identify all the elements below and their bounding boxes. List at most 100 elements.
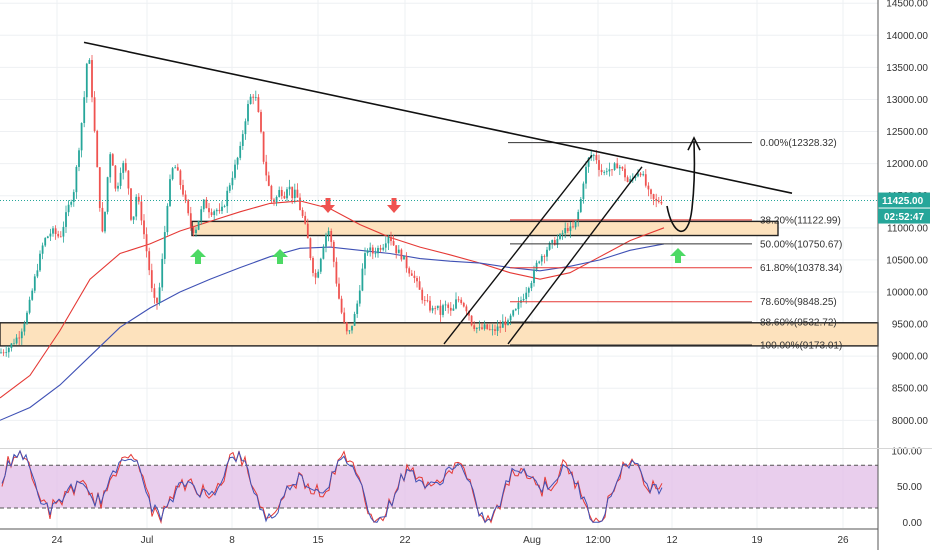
candle[interactable] [317,269,320,279]
candle[interactable] [507,318,509,326]
candle[interactable] [579,196,582,214]
candle[interactable] [111,153,114,166]
candle[interactable] [358,285,361,307]
candle[interactable] [322,244,325,260]
candle[interactable] [356,300,359,318]
candle[interactable] [270,184,273,203]
candle[interactable] [296,183,299,198]
candle[interactable] [299,193,301,211]
candle[interactable] [655,193,658,208]
candle[interactable] [150,263,153,293]
candle[interactable] [374,247,377,258]
candle[interactable] [527,286,530,298]
candle[interactable] [93,91,96,133]
candle[interactable] [582,181,585,204]
candle[interactable] [509,313,512,326]
candle[interactable] [543,254,546,264]
candle[interactable] [280,186,283,200]
candle[interactable] [67,200,70,217]
candle[interactable] [319,257,322,275]
candle[interactable] [530,280,533,292]
candle[interactable] [0,348,2,354]
candle[interactable] [236,156,239,170]
candle[interactable] [514,308,517,312]
candle[interactable] [197,220,200,231]
candle[interactable] [231,171,234,190]
candle[interactable] [39,250,41,273]
candle[interactable] [535,260,538,272]
candle[interactable] [62,221,65,243]
candle[interactable] [465,304,468,315]
candle[interactable] [265,154,268,182]
candle[interactable] [564,222,567,239]
candle[interactable] [486,323,489,330]
candle[interactable] [135,194,138,221]
candle[interactable] [5,346,8,357]
candle[interactable] [332,240,335,268]
candle[interactable] [517,297,520,315]
candle[interactable] [512,309,515,318]
candle[interactable] [522,293,525,302]
candle[interactable] [585,161,587,189]
candle[interactable] [252,94,255,105]
candle[interactable] [657,196,660,204]
candle[interactable] [618,164,621,176]
candle[interactable] [343,307,346,324]
candle[interactable] [608,162,611,177]
candle[interactable] [400,248,403,262]
candle[interactable] [192,225,195,237]
candle[interactable] [592,153,595,162]
candle[interactable] [598,154,600,177]
candle[interactable] [127,170,130,195]
candle[interactable] [44,237,47,248]
candle[interactable] [364,247,366,276]
candle[interactable] [387,235,390,251]
candle[interactable] [501,314,504,328]
candle[interactable] [496,320,499,337]
candle[interactable] [291,186,294,205]
candle[interactable] [54,225,57,240]
candle[interactable] [327,227,330,242]
candle[interactable] [137,193,140,205]
candle[interactable] [330,228,333,248]
candle[interactable] [304,211,307,225]
candle[interactable] [166,203,169,236]
candle[interactable] [75,165,78,199]
candle[interactable] [218,203,221,214]
candle[interactable] [88,58,91,64]
candle[interactable] [262,131,265,165]
candle[interactable] [31,288,34,301]
candle[interactable] [267,171,270,187]
candle[interactable] [176,163,179,171]
candle[interactable] [611,169,613,176]
candle[interactable] [345,321,348,335]
candle[interactable] [213,209,216,221]
candle[interactable] [377,245,379,258]
candle[interactable] [455,292,457,310]
candle[interactable] [395,245,398,259]
candle[interactable] [91,55,93,103]
candle[interactable] [405,252,408,273]
candle[interactable] [426,293,429,303]
candle[interactable] [33,273,36,294]
candle[interactable] [473,321,476,332]
candle[interactable] [538,260,541,265]
candle[interactable] [491,324,494,336]
candle[interactable] [348,329,351,335]
candle[interactable] [603,170,606,176]
candle[interactable] [239,141,242,161]
candle[interactable] [548,241,551,251]
candle[interactable] [260,109,262,134]
candle[interactable] [234,159,236,180]
candle[interactable] [647,182,650,197]
candle[interactable] [301,207,304,219]
candle[interactable] [182,179,184,197]
candle[interactable] [72,189,75,207]
candle[interactable] [158,282,161,306]
candle[interactable] [452,304,455,311]
candle[interactable] [41,242,44,260]
candle[interactable] [228,182,231,194]
candle[interactable] [13,338,15,345]
candle[interactable] [559,233,561,241]
